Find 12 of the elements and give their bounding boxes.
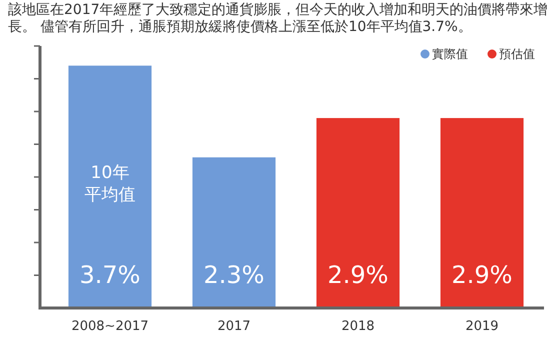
data-label: 2.3% bbox=[204, 261, 264, 289]
chart-title: 該地區在2017年經歷了大致穩定的通貨膨脹，但今天的收入增加和明天的油價將帶來增長。 儘管有所回升，通脹預期放緩將使價格上漲至低於10年平均值3.7%。 bbox=[8, 2, 549, 36]
legend-label: 實際值 bbox=[432, 47, 468, 61]
legend-label: 預估值 bbox=[499, 47, 535, 61]
x-tick-label: 2018 bbox=[341, 319, 375, 334]
annotation: 10年平均值 bbox=[84, 163, 136, 205]
data-label: 2.9% bbox=[328, 261, 388, 289]
x-tick-label: 2008~2017 bbox=[71, 319, 149, 334]
data-label: 2.9% bbox=[452, 261, 512, 289]
x-tick-label: 2017 bbox=[217, 319, 251, 334]
data-label: 3.7% bbox=[80, 261, 140, 289]
x-tick-label: 2019 bbox=[465, 319, 499, 334]
